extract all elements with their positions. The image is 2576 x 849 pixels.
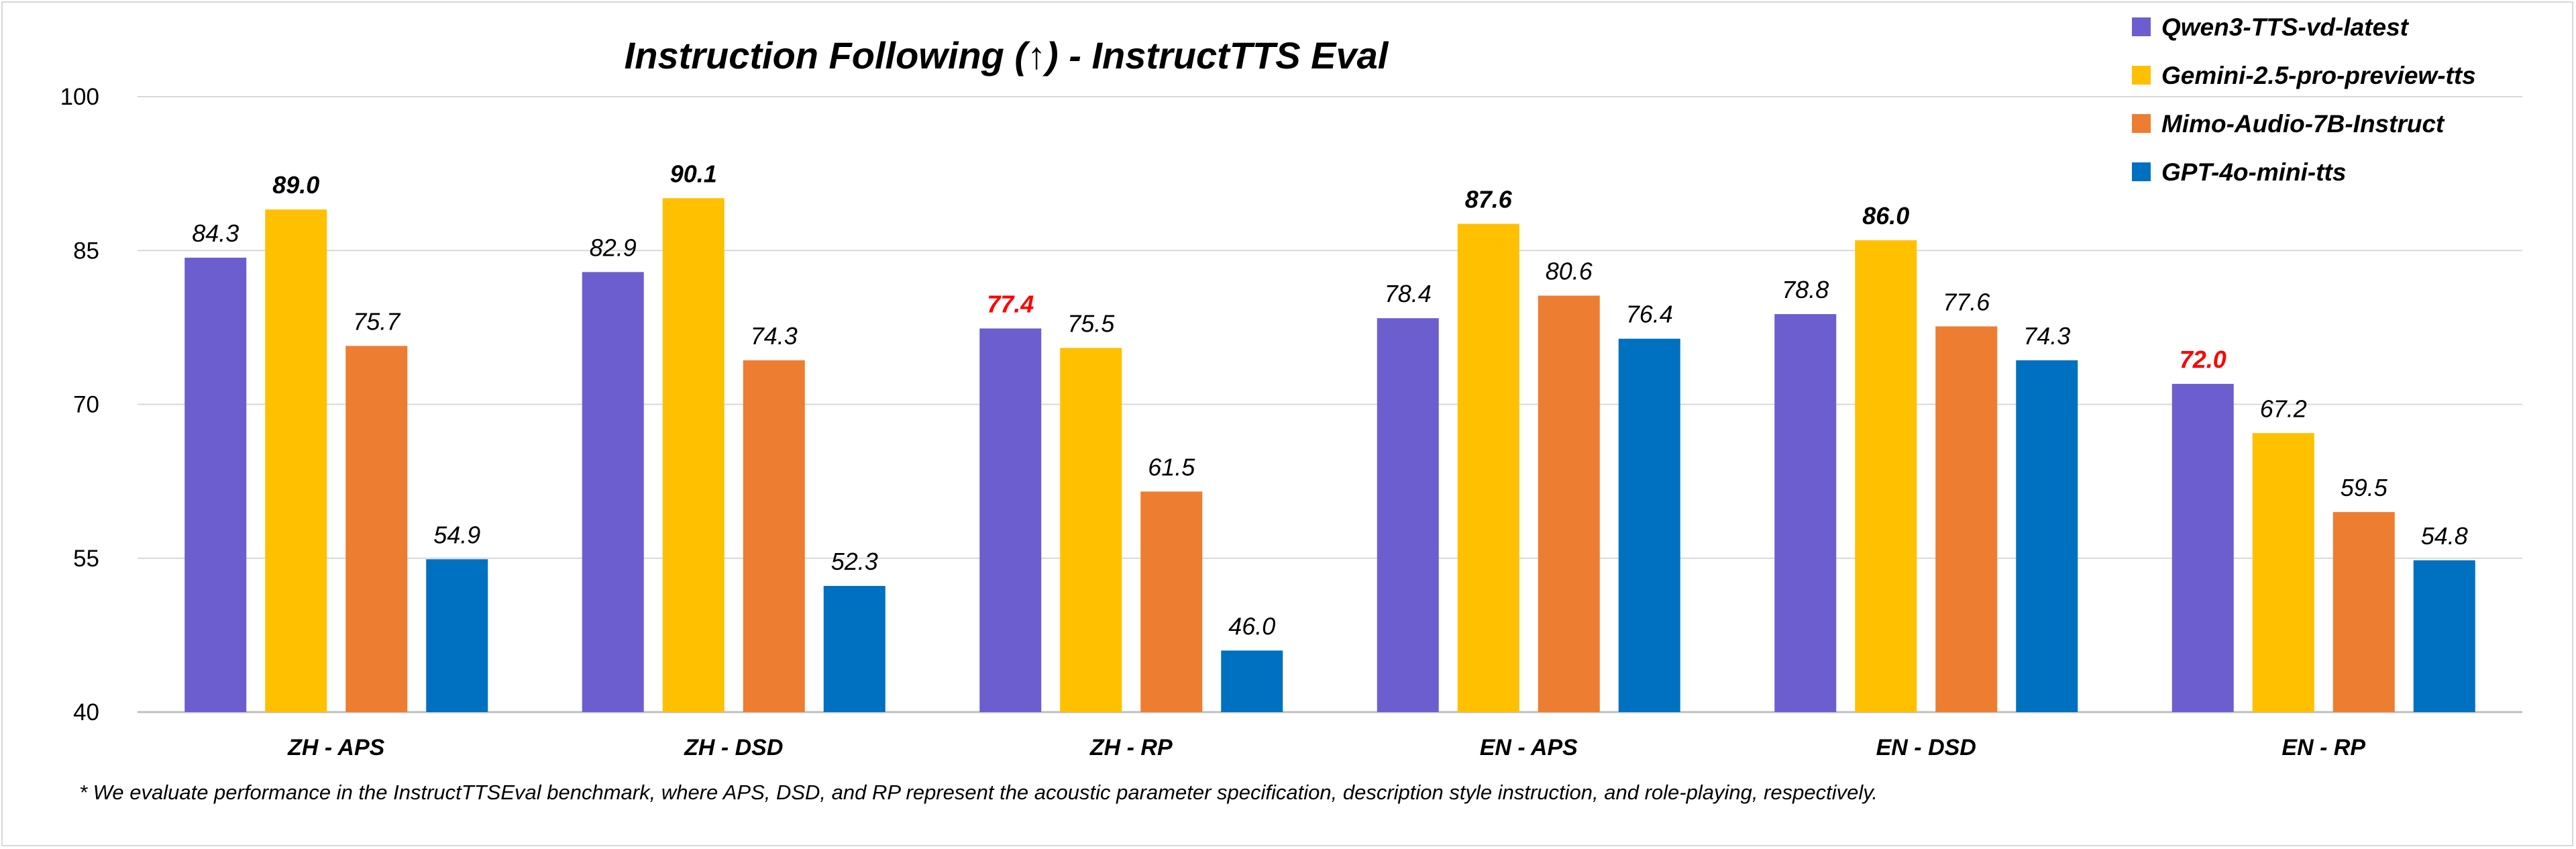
bar	[1774, 314, 1837, 712]
x-category-label: EN - APS	[1480, 735, 1578, 760]
bar	[1377, 318, 1439, 712]
y-tick-label: 85	[73, 238, 99, 264]
data-label: 59.5	[2341, 474, 2388, 501]
y-axis-ticks: 40 55 70 85 100	[60, 84, 99, 726]
data-label: 54.8	[2421, 522, 2468, 550]
legend-swatch	[2132, 17, 2151, 36]
data-label: 75.5	[1067, 309, 1115, 337]
data-label: 87.6	[1465, 186, 1513, 213]
bar	[979, 328, 1042, 712]
gridlines	[138, 96, 2522, 713]
bar	[2413, 560, 2475, 712]
legend: Qwen3-TTS-vd-latest Gemini-2.5-pro-previe…	[2132, 13, 2476, 186]
data-label: 75.7	[353, 307, 401, 335]
legend-label: Qwen3-TTS-vd-latest	[2161, 13, 2410, 41]
data-label: 54.9	[433, 521, 480, 548]
data-label: 77.4	[987, 290, 1034, 317]
bar	[2016, 360, 2078, 712]
data-label: 61.5	[1148, 453, 1195, 481]
y-tick-label: 70	[73, 392, 99, 418]
x-axis-categories: ZH - APS ZH - DSD ZH - RP EN - APS EN - DSD E…	[287, 735, 2365, 760]
bar	[582, 272, 644, 713]
bar	[426, 559, 488, 712]
x-category-label: EN - RP	[2282, 735, 2365, 760]
data-label: 74.3	[2023, 322, 2070, 350]
legend-swatch	[2132, 162, 2151, 181]
bar	[2171, 383, 2234, 712]
data-label: 84.3	[192, 219, 239, 247]
data-label: 46.0	[1228, 612, 1275, 640]
bar	[1457, 223, 1519, 713]
bar	[662, 198, 724, 712]
data-label: 90.1	[670, 160, 717, 187]
data-label: 67.2	[2260, 395, 2307, 422]
bar	[823, 586, 885, 712]
data-label: 80.6	[1546, 257, 1593, 285]
x-category-label: ZH - APS	[287, 735, 385, 760]
y-tick-label: 100	[60, 84, 99, 110]
data-label: 78.8	[1782, 276, 1829, 303]
legend-label: GPT-4o-mini-tts	[2161, 158, 2346, 186]
legend-swatch	[2132, 66, 2151, 85]
legend-label: Mimo-Audio-7B-Instruct	[2161, 110, 2445, 138]
x-category-label: EN - DSD	[1876, 735, 1976, 760]
bar	[1221, 650, 1283, 712]
data-label: 78.4	[1385, 280, 1432, 307]
bar	[1855, 240, 1917, 712]
bar	[2332, 511, 2395, 712]
bars	[184, 198, 2475, 713]
bar	[1538, 295, 1600, 712]
data-label: 74.3	[751, 322, 798, 350]
data-label: 76.4	[1626, 301, 1673, 328]
legend-label: Gemini-2.5-pro-preview-tts	[2161, 62, 2476, 89]
x-category-label: ZH - RP	[1089, 735, 1173, 760]
footnote: * We evaluate performance in the Instruc…	[79, 781, 1878, 804]
legend-swatch	[2132, 114, 2151, 133]
data-label: 86.0	[1862, 202, 1909, 230]
data-label: 72.0	[2180, 346, 2226, 373]
bar	[743, 360, 805, 712]
data-labels: 84.3 89.0 75.7 54.9 82.9 90.1 74.3 52.3 77.4 75.5…	[192, 160, 2468, 640]
data-label: 89.0	[272, 171, 319, 199]
bar	[265, 209, 327, 712]
x-category-label: ZH - DSD	[684, 735, 783, 760]
bar	[1618, 338, 1680, 713]
bar	[184, 257, 247, 712]
bar	[1060, 348, 1122, 712]
bar	[1140, 491, 1203, 712]
data-label: 77.6	[1943, 288, 1990, 315]
data-label: 52.3	[831, 548, 878, 575]
bar	[1935, 326, 1998, 712]
y-tick-label: 55	[73, 546, 99, 572]
y-tick-label: 40	[73, 699, 99, 726]
bar	[2252, 433, 2314, 712]
chart-title: Instruction Following (↑) - InstructTTS …	[625, 34, 1389, 77]
data-label: 82.9	[590, 234, 637, 261]
bar	[345, 346, 408, 712]
